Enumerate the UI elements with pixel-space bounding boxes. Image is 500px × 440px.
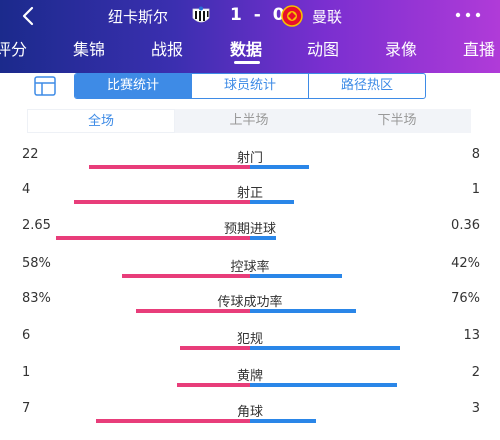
home-stat-value: 2.65: [22, 218, 51, 233]
stat-name: 射正: [236, 186, 263, 201]
home-stat-bar: [89, 165, 250, 169]
match-stats-button[interactable]: 比赛统计: [75, 74, 192, 98]
stat-row: 2.65 预期进球 0.36: [0, 218, 500, 248]
stat-name: 黄牌: [236, 369, 263, 384]
home-team-crest-icon[interactable]: [190, 5, 212, 27]
stats-view-switcher: 比赛统计 球员统计 路径热区: [74, 73, 426, 99]
home-stat-value: 58%: [22, 256, 51, 271]
stat-row: 7 角球 3: [0, 401, 500, 431]
home-stat-bar: [136, 309, 250, 313]
away-stat-bar: [250, 309, 356, 313]
tab-highlights[interactable]: 集锦: [73, 40, 106, 59]
stat-name: 传球成功率: [217, 295, 283, 310]
away-stat-bar: [250, 383, 397, 387]
away-stat-value: 76%: [451, 291, 480, 306]
stat-name: 角球: [236, 405, 263, 420]
home-stat-bar: [56, 236, 250, 240]
player-stats-button[interactable]: 球员统计: [192, 74, 309, 98]
stat-row: 22 射门 8: [0, 147, 500, 177]
stat-name: 控球率: [230, 260, 270, 275]
stat-name: 射门: [236, 151, 263, 166]
away-stat-bar: [250, 165, 309, 169]
away-stat-value: 13: [463, 328, 480, 343]
stat-row: 1 黄牌 2: [0, 365, 500, 395]
home-stat-bar: [96, 419, 250, 423]
home-team-name[interactable]: 纽卡斯尔: [108, 8, 169, 26]
active-tab-indicator: [234, 61, 260, 64]
tab-report[interactable]: 战报: [151, 40, 184, 59]
away-team-crest-icon[interactable]: [281, 5, 303, 27]
away-stat-bar: [250, 274, 342, 278]
away-stat-value: 2: [471, 365, 480, 380]
away-stat-value: 3: [471, 401, 480, 416]
away-stat-bar: [250, 419, 316, 423]
tab-data[interactable]: 数据: [230, 40, 263, 59]
home-stat-value: 7: [22, 401, 31, 416]
document-layout-icon[interactable]: [34, 76, 56, 96]
tab-gifs[interactable]: 动图: [307, 40, 340, 59]
period-full-match[interactable]: 全场: [27, 109, 175, 133]
away-stat-value: 8: [471, 147, 480, 162]
away-stat-bar: [250, 236, 276, 240]
tab-live[interactable]: 直播: [463, 40, 496, 59]
stat-row: 58% 控球率 42%: [0, 256, 500, 286]
home-stat-bar: [74, 200, 250, 204]
home-stat-bar: [180, 346, 250, 350]
home-stat-value: 4: [22, 182, 31, 197]
away-stat-bar: [250, 200, 294, 204]
stat-row: 83% 传球成功率 76%: [0, 291, 500, 321]
stat-row: 6 犯规 13: [0, 328, 500, 358]
match-header: 纽卡斯尔 1 - 0 曼联 评分 集锦 战报 数据 动图 录像 直播: [0, 0, 500, 73]
home-stat-value: 83%: [22, 291, 51, 306]
chevron-left-icon[interactable]: [18, 5, 40, 27]
period-second-half[interactable]: 下半场: [323, 109, 471, 133]
more-dots-icon[interactable]: [454, 10, 482, 20]
home-stat-value: 22: [22, 147, 39, 162]
tab-replay[interactable]: 录像: [385, 40, 418, 59]
stat-name: 预期进球: [223, 222, 276, 237]
home-stat-value: 1: [22, 365, 31, 380]
heatmap-button[interactable]: 路径热区: [340, 78, 393, 93]
away-stat-value: 0.36: [451, 218, 480, 233]
stat-row: 4 射正 1: [0, 182, 500, 212]
period-first-half[interactable]: 上半场: [175, 109, 323, 133]
match-score: 1 - 0: [230, 5, 288, 25]
away-team-name[interactable]: 曼联: [312, 8, 343, 26]
home-stat-bar: [122, 274, 250, 278]
match-tabs: 评分 集锦 战报 数据 动图 录像 直播: [0, 36, 500, 66]
tab-rating[interactable]: 评分: [0, 40, 28, 59]
stat-name: 犯规: [236, 332, 263, 347]
away-stat-value: 1: [471, 182, 480, 197]
home-stat-value: 6: [22, 328, 31, 343]
away-stat-value: 42%: [451, 256, 480, 271]
score-row: 纽卡斯尔 1 - 0 曼联: [0, 4, 500, 28]
away-stat-bar: [250, 346, 400, 350]
home-stat-bar: [177, 383, 250, 387]
